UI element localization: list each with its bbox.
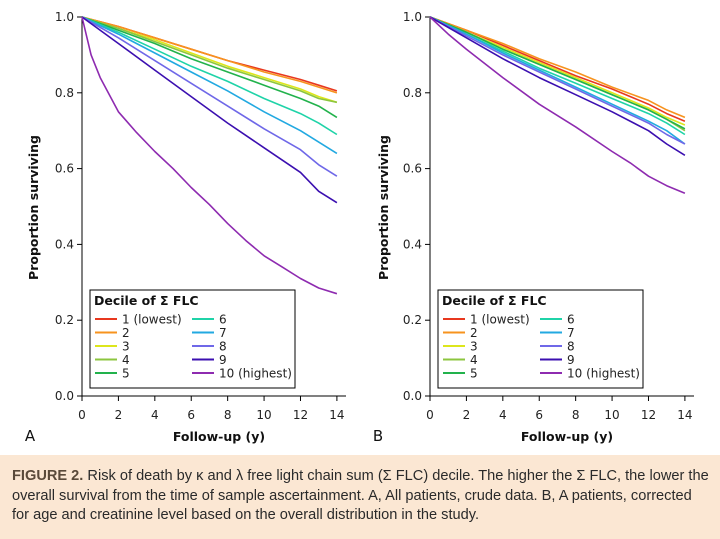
x-tick-label: 4 (499, 408, 507, 422)
figure-panels: 0.0 0.2 0.4 0.6 0.8 1.0 0 2 4 6 8 10 12 14 Follow-up (… (25, 10, 694, 445)
legend-entry-label: 7 (567, 326, 575, 340)
x-tick-label: 6 (535, 408, 543, 422)
legend-title: Decile of Σ FLC (442, 293, 547, 308)
y-tick-label: 0.2 (403, 313, 422, 327)
caption-text: Risk of death by κ and λ free light chai… (12, 468, 709, 523)
y-tick-label: 0.8 (403, 86, 422, 100)
legend-box (89, 289, 296, 389)
series-line-decile-10 (81, 16, 338, 295)
x-axis-label: Follow-up (y) (173, 429, 265, 444)
series-line-decile-8 (429, 16, 686, 145)
legend-entry-label: 8 (567, 340, 575, 354)
legend-entry-label: 6 (219, 313, 227, 327)
legend-box (437, 289, 644, 389)
panel-a: 0.0 0.2 0.4 0.6 0.8 1.0 0 2 4 6 8 10 12 14 Follow-up (… (25, 10, 346, 445)
x-tick-label: 4 (151, 408, 159, 422)
y-tick-label: 1.0 (403, 10, 422, 24)
x-tick-label: 0 (78, 408, 86, 422)
y-tick-label: 0.2 (55, 313, 74, 327)
legend-entry-label: 9 (219, 353, 227, 367)
y-tick-label: 0.0 (55, 389, 74, 403)
legend-entry-label: 1 (lowest) (470, 313, 530, 327)
series-line-decile-4 (81, 16, 338, 104)
legend-title: Decile of Σ FLC (94, 293, 199, 308)
panel-label: B (373, 427, 383, 445)
series-line-decile-5 (429, 16, 686, 130)
legend-entry-label: 4 (470, 353, 478, 367)
x-tick-label: 14 (677, 408, 692, 422)
legend-entry-label: 10 (highest) (219, 367, 292, 381)
legend-entry-label: 1 (lowest) (122, 313, 182, 327)
series-line-decile-7 (81, 16, 338, 155)
caption-label: FIGURE 2. (12, 468, 84, 484)
x-tick-label: 8 (224, 408, 232, 422)
series-line-decile-7 (429, 16, 686, 145)
legend-entry-label: 6 (567, 313, 575, 327)
x-axis-label: Follow-up (y) (521, 429, 613, 444)
y-tick-label: 0.4 (403, 237, 422, 251)
x-tick-label: 12 (293, 408, 308, 422)
legend-entry-label: 5 (470, 367, 478, 381)
y-tick-label: 1.0 (55, 10, 74, 24)
y-tick-label: 0.0 (403, 389, 422, 403)
legend-entry-label: 2 (470, 326, 478, 340)
x-tick-label: 2 (463, 408, 471, 422)
x-tick-label: 8 (572, 408, 580, 422)
y-tick-label: 0.6 (55, 162, 74, 176)
series-line-decile-10 (429, 16, 686, 194)
x-tick-label: 10 (256, 408, 271, 422)
legend-entry-label: 7 (219, 326, 227, 340)
legend-entry-label: 3 (122, 340, 130, 354)
legend-entry-label: 5 (122, 367, 130, 381)
legend-entry-label: 3 (470, 340, 478, 354)
figure-caption: FIGURE 2. Risk of death by κ and λ free … (0, 455, 720, 539)
legend-entry-label: 9 (567, 353, 575, 367)
panel-b: 0.0 0.2 0.4 0.6 0.8 1.0 0 2 4 6 8 10 12 14 Follow-up (… (373, 10, 694, 445)
y-tick-label: 0.8 (55, 86, 74, 100)
x-tick-label: 6 (187, 408, 195, 422)
series-line-decile-2 (81, 16, 338, 94)
y-axis-label: Proportion surviving (376, 135, 391, 280)
y-tick-label: 0.4 (55, 237, 74, 251)
series-line-decile-6 (81, 16, 338, 136)
y-tick-label: 0.6 (403, 162, 422, 176)
panel-label: A (25, 427, 36, 445)
series-line-decile-1 (81, 16, 338, 92)
x-tick-label: 14 (329, 408, 344, 422)
series-line-decile-2 (429, 16, 686, 119)
series-line-decile-9 (429, 16, 686, 156)
x-tick-label: 10 (604, 408, 619, 422)
series-line-decile-9 (81, 16, 338, 204)
legend-entry-label: 2 (122, 326, 130, 340)
y-axis-label: Proportion surviving (26, 135, 41, 280)
legend-entry-label: 10 (highest) (567, 367, 640, 381)
x-tick-label: 0 (426, 408, 434, 422)
x-tick-label: 2 (115, 408, 123, 422)
x-tick-label: 12 (641, 408, 656, 422)
series-line-decile-5 (81, 16, 338, 119)
legend-entry-label: 4 (122, 353, 130, 367)
legend-entry-label: 8 (219, 340, 227, 354)
series-line-decile-8 (81, 16, 338, 177)
